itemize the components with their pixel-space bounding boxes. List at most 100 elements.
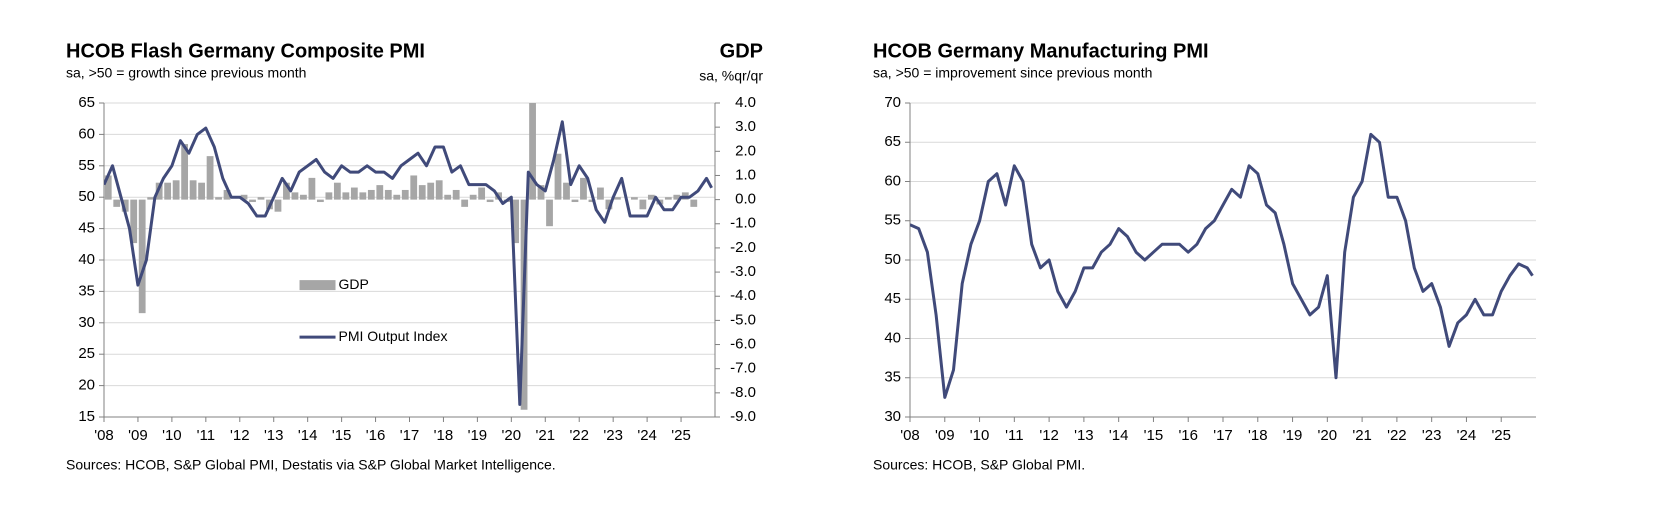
bar	[444, 194, 452, 200]
bar	[300, 194, 307, 200]
y2-tick-label: -2.0	[730, 239, 756, 256]
bar	[630, 197, 638, 200]
bar	[384, 189, 392, 200]
y-tick-label: 70	[884, 94, 901, 111]
y-tick-label: 45	[884, 290, 901, 307]
bar	[317, 199, 324, 203]
bar	[486, 199, 494, 203]
bar	[342, 192, 350, 200]
y-tick-label: 60	[78, 125, 95, 142]
y-tick-label: 20	[78, 377, 95, 394]
y2-title: GDP	[720, 40, 763, 62]
x-tick-label: '09	[128, 427, 148, 444]
y-tick-label: 35	[884, 369, 901, 386]
x-tick-label: '11	[197, 427, 215, 444]
y-tick-label: 45	[78, 220, 95, 237]
bar	[291, 192, 299, 200]
x-tick-label: '08	[94, 427, 114, 444]
x-tick-label: '20	[502, 427, 522, 444]
legend-label: GDP	[339, 276, 369, 292]
y-tick-label: 30	[884, 408, 901, 425]
x-tick-label: '21	[1352, 427, 1372, 444]
legend-swatch	[299, 280, 336, 291]
bar	[461, 199, 469, 207]
x-tick-label: '23	[603, 427, 623, 444]
y2-subtitle: sa, %qr/qr	[699, 68, 763, 84]
x-tick-label: '17	[400, 427, 420, 444]
bar	[435, 180, 443, 200]
x-tick-label: '23	[1422, 427, 1442, 444]
bar	[350, 187, 358, 200]
bar	[664, 197, 672, 200]
bar	[367, 189, 375, 200]
x-tick-label: '12	[1039, 427, 1059, 444]
x-tick-label: '17	[1213, 427, 1233, 444]
x-tick-label: '24	[637, 427, 657, 444]
y2-tick-label: -8.0	[730, 384, 756, 401]
x-tick-label: '16	[366, 427, 386, 444]
y-tick-label: 60	[884, 172, 901, 189]
x-tick-label: '18	[1248, 427, 1268, 444]
x-tick-label: '18	[434, 427, 454, 444]
source: Sources: HCOB, S&P Global PMI, Destatis …	[66, 457, 556, 473]
bar	[546, 199, 553, 227]
bar	[537, 185, 545, 200]
y-tick-label: 15	[78, 408, 95, 425]
bar	[325, 192, 333, 200]
y-tick-label: 40	[884, 329, 901, 346]
bar	[639, 199, 647, 210]
bar	[418, 185, 426, 200]
y-tick-label: 25	[78, 345, 95, 362]
x-tick-label: '14	[298, 427, 318, 444]
bar	[401, 189, 409, 200]
plot-area	[910, 132, 1534, 399]
y2-tick-label: -9.0	[730, 408, 756, 425]
y-tick-label: 30	[78, 314, 95, 331]
bar	[563, 182, 570, 200]
bar	[130, 199, 138, 244]
x-tick-label: '11	[1005, 427, 1023, 444]
y-tick-label: 65	[78, 94, 95, 111]
bar	[223, 189, 231, 200]
bar	[469, 194, 477, 200]
y-tick-label: 50	[78, 188, 95, 205]
bar	[588, 199, 596, 203]
chart-subtitle: sa, >50 = improvement since previous mon…	[873, 65, 1152, 81]
bar	[554, 153, 562, 200]
x-tick-label: '12	[230, 427, 250, 444]
bar	[647, 194, 655, 200]
x-tick-label: '25	[1491, 427, 1511, 444]
bar	[614, 197, 621, 200]
bar	[215, 197, 222, 200]
y-tick-label: 40	[78, 251, 95, 268]
bar	[580, 177, 587, 200]
y2-tick-label: 1.0	[735, 166, 756, 183]
line	[104, 120, 713, 406]
bar	[571, 199, 579, 203]
bar	[597, 187, 604, 200]
plot-area	[104, 103, 713, 410]
x-tick-label: '22	[1387, 427, 1407, 444]
y2-tick-label: -7.0	[730, 360, 756, 377]
bar	[605, 199, 613, 210]
bar	[274, 199, 282, 212]
bar	[257, 197, 265, 200]
y2-tick-label: 3.0	[735, 118, 756, 135]
bar	[240, 194, 248, 200]
bar	[376, 185, 384, 200]
x-tick-label: '16	[1178, 427, 1198, 444]
x-tick-label: '19	[1283, 427, 1303, 444]
bar	[138, 199, 146, 314]
bar	[529, 103, 536, 200]
bar	[478, 187, 486, 200]
bar	[690, 199, 698, 207]
y2-tick-label: 4.0	[735, 94, 756, 111]
y2-tick-label: 2.0	[735, 142, 756, 159]
bar	[113, 199, 121, 207]
chart-title: HCOB Germany Manufacturing PMI	[873, 40, 1209, 62]
bar	[359, 192, 367, 200]
y-tick-label: 55	[78, 157, 95, 174]
panel: HCOB Germany Manufacturing PMI sa, >50 = …	[873, 40, 1536, 473]
y2-tick-label: -1.0	[730, 215, 756, 232]
x-tick-label: '14	[1109, 427, 1129, 444]
